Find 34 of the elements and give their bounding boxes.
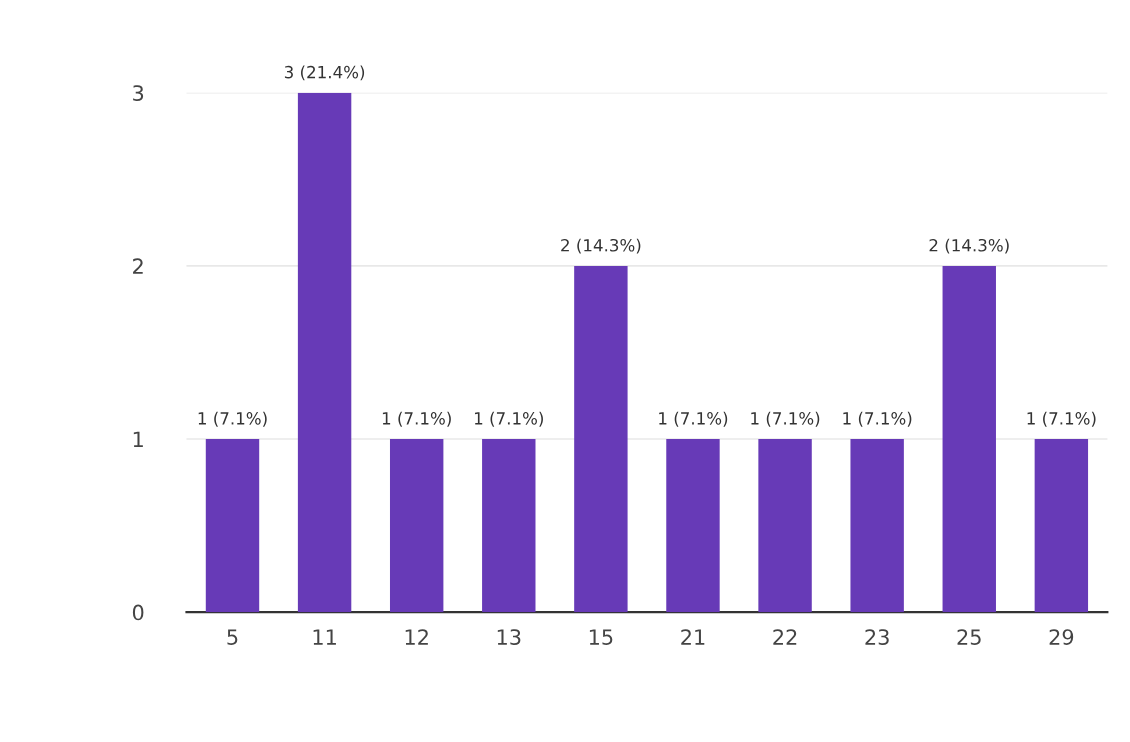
bar (758, 439, 812, 613)
bar (666, 439, 720, 613)
y-tick-label: 3 (133, 85, 144, 101)
bar (297, 92, 352, 613)
x-tick-label: 5 (227, 629, 238, 645)
x-tick-label: 15 (589, 629, 613, 645)
data-label: 1 (7.1%) (659, 411, 728, 427)
y-tick-label: 1 (133, 431, 143, 447)
x-tick-label: 12 (405, 629, 428, 645)
x-tick-label: 22 (773, 629, 797, 645)
data-label: 1 (7.1%) (843, 411, 912, 427)
bar (389, 439, 444, 613)
data-label: 1 (7.1%) (382, 411, 451, 427)
bar (850, 439, 904, 613)
x-tick-label: 11 (313, 629, 336, 645)
data-label: 2 (14.3%) (561, 238, 641, 254)
y-tick-label: 2 (133, 258, 143, 274)
x-tick-label: 23 (865, 629, 889, 645)
data-label: 1 (7.1%) (198, 411, 267, 427)
bar (942, 265, 996, 613)
bar (1034, 439, 1089, 613)
x-tick-label: 13 (497, 629, 521, 645)
data-label: 1 (7.1%) (751, 411, 820, 427)
bar (574, 265, 628, 613)
bar (205, 439, 260, 613)
data-label: 1 (7.1%) (474, 411, 543, 427)
bar (482, 439, 536, 613)
data-label: 3 (21.4%) (284, 65, 365, 81)
data-label: 2 (14.3%) (929, 238, 1009, 254)
x-tick-label: 21 (681, 629, 705, 645)
y-tick-label: 0 (132, 604, 144, 621)
x-tick-label: 29 (1049, 629, 1074, 645)
x-tick-label: 25 (957, 629, 981, 645)
data-label: 1 (7.1%) (1027, 411, 1096, 427)
